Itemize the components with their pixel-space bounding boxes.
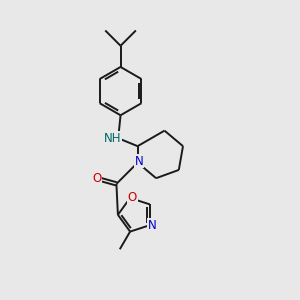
Text: NH: NH [104,132,122,145]
Text: O: O [92,172,101,185]
Text: N: N [135,155,143,168]
Text: O: O [128,191,137,205]
Text: N: N [148,219,157,232]
